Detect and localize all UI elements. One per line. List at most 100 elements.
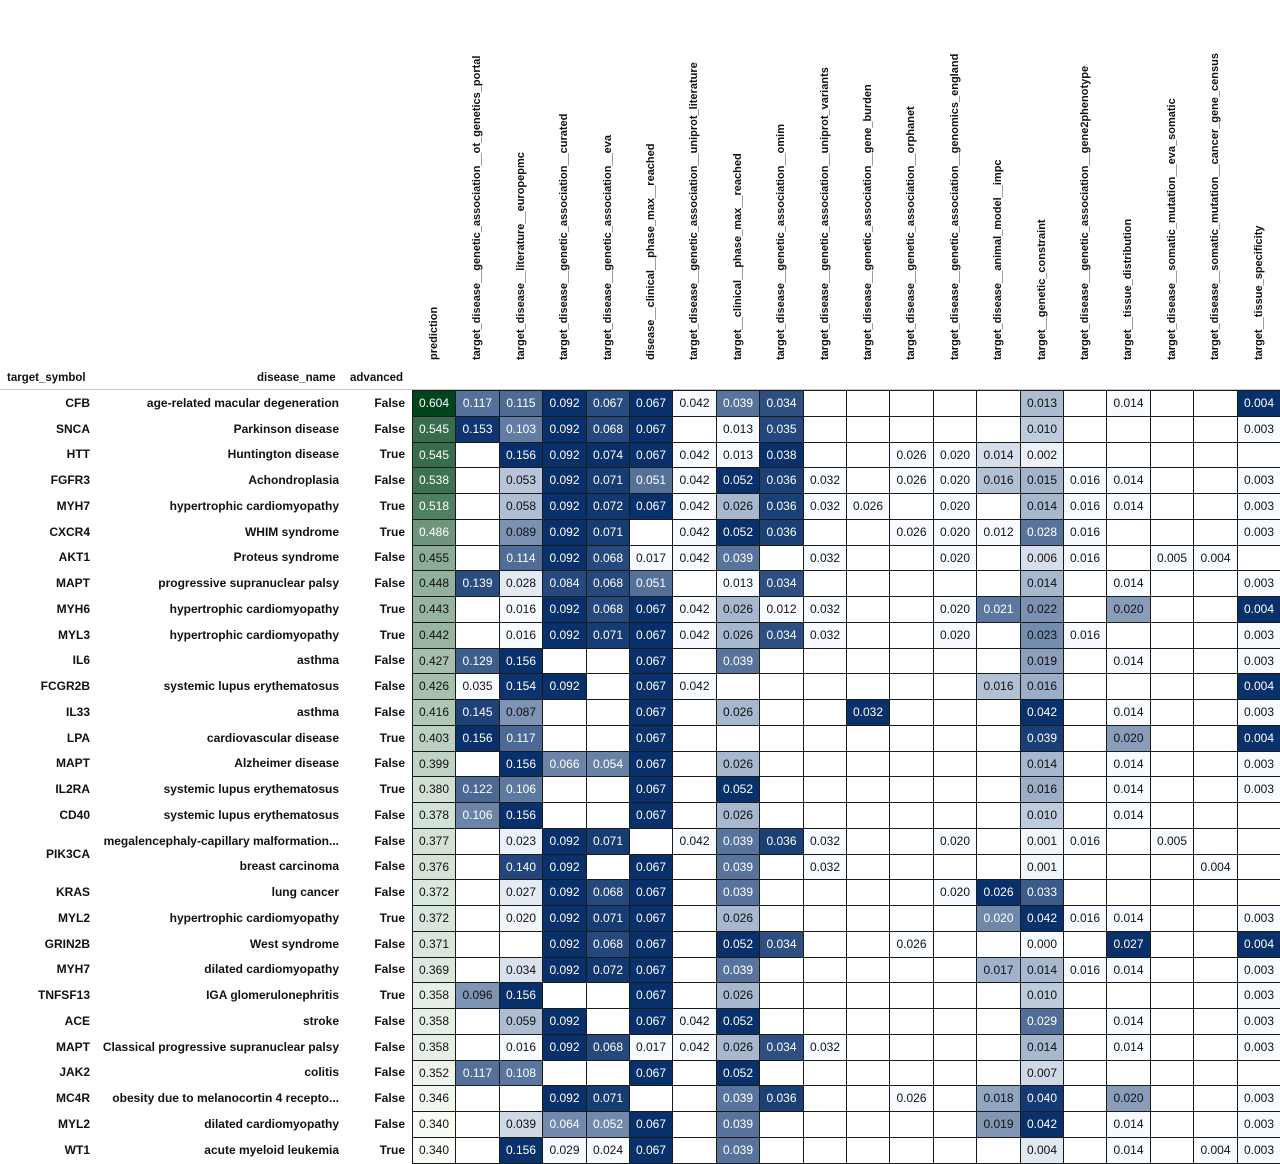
feature-cell: [1237, 879, 1280, 906]
feature-cell: 0.032: [803, 493, 847, 520]
feature-cell: [933, 725, 977, 752]
feature-cell: [933, 957, 977, 983]
prediction-cell: 0.538: [412, 467, 456, 494]
feature-cell: 0.067: [629, 1111, 673, 1138]
feature-cell: [803, 648, 847, 674]
feature-cell: [889, 1111, 934, 1138]
feature-cell: 0.156: [499, 1137, 543, 1164]
row-target-symbol: CD40: [59, 807, 90, 822]
feature-cell: 0.059: [499, 1008, 543, 1035]
row-advanced-flag: False: [374, 576, 405, 591]
feature-cell: 0.052: [716, 519, 760, 546]
feature-cell: 0.017: [976, 957, 1021, 983]
feature-cell: [759, 648, 804, 674]
feature-cell: [1063, 648, 1107, 674]
row-advanced-flag: True: [379, 910, 405, 925]
column-header-target-disease-genetic-association-eva: target_disease__genetic_association__eva: [601, 134, 614, 360]
feature-cell: 0.029: [1020, 1008, 1064, 1035]
feature-cell: 0.027: [1106, 931, 1151, 958]
feature-cell: [933, 1137, 977, 1164]
feature-cell: [672, 776, 717, 803]
feature-cell: 0.067: [629, 416, 673, 443]
feature-cell: 0.039: [1020, 725, 1064, 752]
feature-cell: [1193, 982, 1238, 1009]
feature-cell: [455, 1034, 500, 1061]
feature-cell: 0.071: [586, 828, 630, 855]
feature-cell: 0.129: [455, 648, 500, 674]
feature-cell: [1063, 751, 1107, 777]
feature-cell: 0.092: [542, 905, 587, 932]
feature-cell: 0.014: [1020, 570, 1064, 597]
feature-cell: [1193, 802, 1238, 829]
feature-cell: [1150, 905, 1194, 932]
feature-cell: 0.026: [716, 905, 760, 932]
feature-cell: [759, 905, 804, 932]
feature-cell: 0.004: [1237, 596, 1280, 623]
feature-cell: [542, 725, 587, 752]
column-header-target-disease-literature-europepmc: target_disease__literature__europepmc: [514, 152, 527, 360]
feature-cell: [759, 982, 804, 1009]
feature-cell: 0.117: [499, 725, 543, 752]
row-advanced-flag: True: [379, 601, 405, 616]
feature-cell: 0.026: [716, 982, 760, 1009]
feature-cell: [846, 570, 890, 597]
feature-cell: 0.022: [1020, 596, 1064, 623]
feature-cell: 0.029: [542, 1137, 587, 1164]
feature-cell: [455, 1085, 500, 1112]
feature-cell: 0.015: [1020, 467, 1064, 494]
feature-cell: 0.026: [716, 699, 760, 726]
feature-cell: [889, 390, 934, 417]
feature-cell: [1150, 622, 1194, 649]
feature-cell: [455, 519, 500, 546]
feature-cell: [1237, 802, 1280, 829]
feature-cell: [1193, 467, 1238, 494]
feature-cell: 0.014: [1020, 493, 1064, 520]
feature-cell: [803, 776, 847, 803]
feature-cell: 0.026: [889, 931, 934, 958]
row-target-symbol: MYL3: [57, 627, 90, 642]
feature-cell: 0.032: [803, 828, 847, 855]
feature-cell: 0.013: [716, 570, 760, 597]
feature-cell: 0.089: [499, 519, 543, 546]
feature-cell: 0.040: [1020, 1085, 1064, 1112]
feature-cell: 0.042: [672, 673, 717, 700]
feature-cell: [803, 905, 847, 932]
feature-cell: [1106, 982, 1151, 1009]
row-disease-name: hypertrophic cardiomyopathy: [169, 601, 339, 616]
feature-cell: [846, 1085, 890, 1112]
row-disease-name: obesity due to melanocortin 4 recepto...: [112, 1091, 339, 1106]
feature-cell: 0.106: [455, 802, 500, 829]
feature-cell: 0.004: [1020, 1137, 1064, 1164]
feature-cell: 0.003: [1237, 751, 1280, 777]
feature-cell: [846, 416, 890, 443]
feature-cell: 0.036: [759, 467, 804, 494]
row-disease-name: hypertrophic cardiomyopathy: [169, 627, 339, 642]
feature-cell: 0.092: [542, 390, 587, 417]
row-disease-name: lung cancer: [271, 885, 339, 900]
row-advanced-flag: False: [374, 833, 405, 848]
feature-cell: 0.067: [629, 699, 673, 726]
feature-cell: 0.014: [1106, 802, 1151, 829]
feature-cell: 0.108: [499, 1060, 543, 1086]
feature-cell: 0.014: [1106, 957, 1151, 983]
feature-cell: [933, 905, 977, 932]
feature-cell: [803, 957, 847, 983]
feature-cell: 0.092: [542, 493, 587, 520]
feature-cell: [759, 1111, 804, 1138]
feature-cell: [1063, 1008, 1107, 1035]
feature-cell: 0.003: [1237, 493, 1280, 520]
feature-cell: 0.020: [1106, 1085, 1151, 1112]
feature-cell: [1063, 442, 1107, 468]
feature-cell: [629, 519, 673, 546]
feature-cell: [1106, 416, 1151, 443]
index-header-advanced: advanced: [350, 372, 404, 384]
feature-cell: 0.115: [499, 390, 543, 417]
feature-cell: 0.020: [933, 467, 977, 494]
row-target-symbol: CXCR4: [49, 524, 90, 539]
feature-cell: 0.003: [1237, 699, 1280, 726]
feature-cell: [889, 751, 934, 777]
feature-cell: [803, 673, 847, 700]
feature-cell: 0.024: [586, 1137, 630, 1164]
feature-cell: [1150, 596, 1194, 623]
feature-cell: [629, 1085, 673, 1112]
